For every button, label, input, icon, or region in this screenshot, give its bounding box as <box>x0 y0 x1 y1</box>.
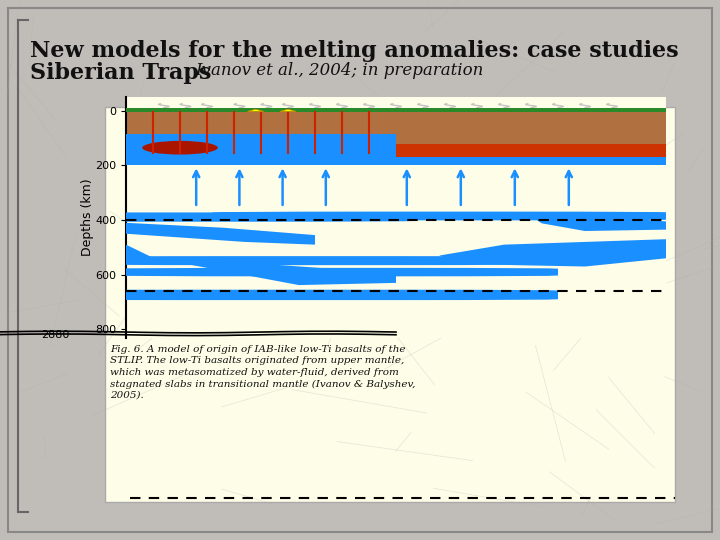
Polygon shape <box>280 109 296 111</box>
FancyBboxPatch shape <box>212 212 671 220</box>
Text: 2880: 2880 <box>41 330 69 340</box>
Polygon shape <box>126 223 315 245</box>
FancyBboxPatch shape <box>0 212 415 222</box>
Y-axis label: Depths (km): Depths (km) <box>81 179 94 256</box>
FancyBboxPatch shape <box>115 268 558 276</box>
Polygon shape <box>248 109 264 111</box>
Bar <box>126 157 666 165</box>
Bar <box>126 134 396 160</box>
Text: Ivanov et al., 2004; in preparation: Ivanov et al., 2004; in preparation <box>195 62 483 79</box>
Text: New models for the melting anomalies: case studies: New models for the melting anomalies: ca… <box>30 40 679 62</box>
FancyBboxPatch shape <box>29 290 558 300</box>
Bar <box>105 107 675 502</box>
Ellipse shape <box>142 141 218 154</box>
Polygon shape <box>126 245 396 285</box>
Text: Siberian Traps: Siberian Traps <box>30 62 212 84</box>
Polygon shape <box>531 214 666 231</box>
Text: Fig. 6. A model of origin of IAB-like low-Ti basalts of the
STLIP. The low-Ti ba: Fig. 6. A model of origin of IAB-like lo… <box>110 345 415 400</box>
FancyBboxPatch shape <box>72 256 547 265</box>
Bar <box>396 144 666 159</box>
Polygon shape <box>439 239 666 267</box>
Bar <box>126 111 666 153</box>
Bar <box>126 108 666 112</box>
